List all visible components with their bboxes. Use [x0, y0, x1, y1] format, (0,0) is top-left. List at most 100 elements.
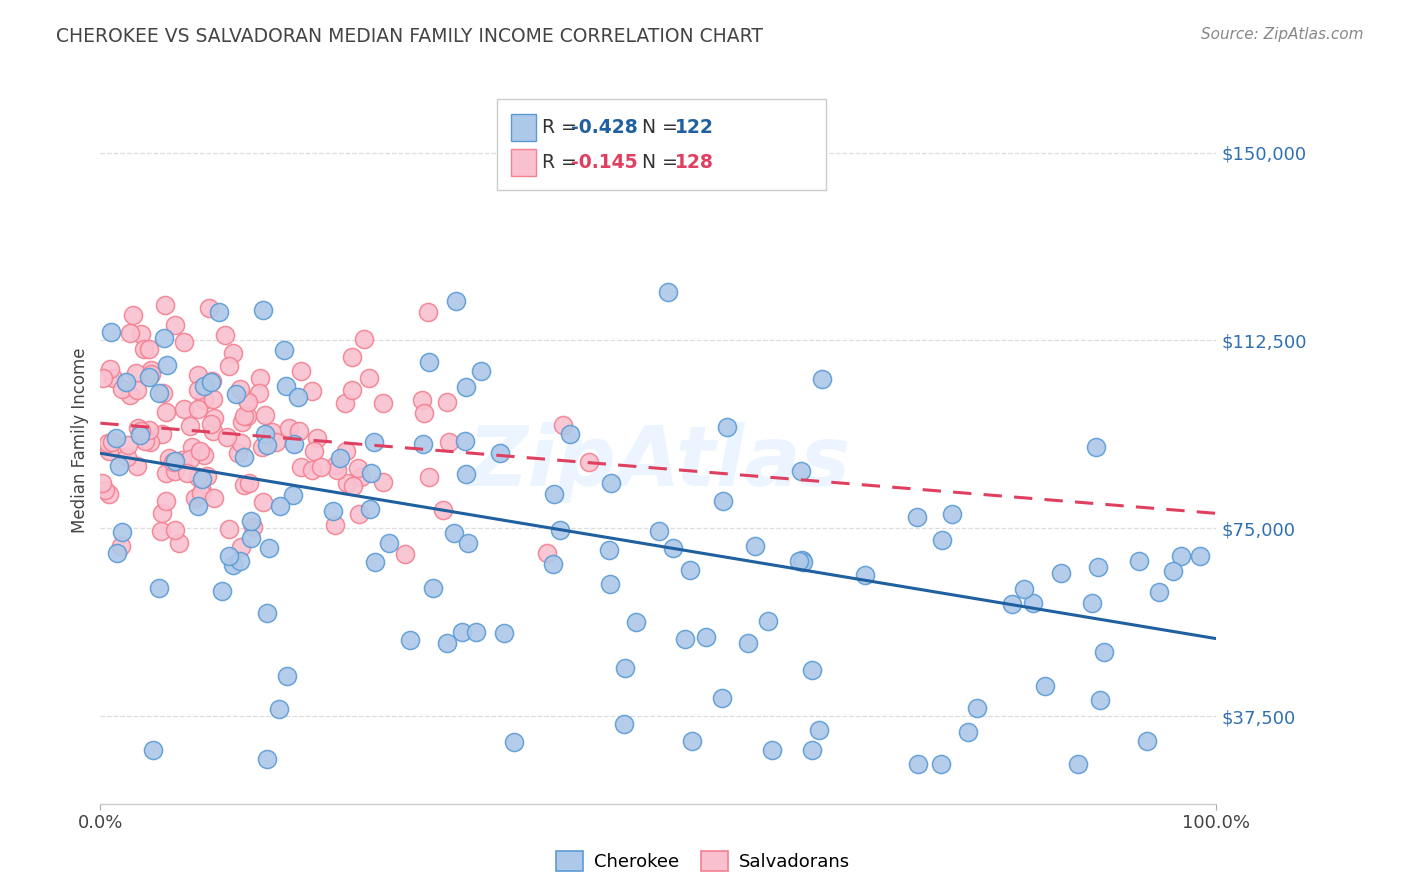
- Point: [329, 450, 352, 465]
- Point: [125, 383, 148, 397]
- Point: [200, 417, 222, 431]
- Point: [193, 393, 215, 408]
- Point: [254, 408, 277, 422]
- Point: [907, 756, 929, 771]
- Point: [790, 553, 813, 567]
- Point: [231, 540, 253, 554]
- Point: [273, 343, 295, 358]
- Point: [107, 459, 129, 474]
- Point: [201, 424, 224, 438]
- Point: [437, 435, 460, 450]
- Point: [378, 536, 401, 550]
- Point: [127, 421, 149, 435]
- Point: [657, 285, 679, 299]
- Point: [193, 379, 215, 393]
- Point: [105, 546, 128, 560]
- Point: [311, 460, 333, 475]
- Point: [111, 382, 134, 396]
- Point: [599, 576, 621, 591]
- Point: [543, 487, 565, 501]
- Point: [470, 363, 492, 377]
- Point: [301, 463, 323, 477]
- Point: [322, 504, 344, 518]
- Point: [353, 332, 375, 346]
- Point: [290, 459, 312, 474]
- Point: [187, 368, 209, 383]
- Point: [624, 615, 647, 629]
- Point: [792, 555, 814, 569]
- Point: [1161, 565, 1184, 579]
- Point: [335, 443, 357, 458]
- Point: [413, 406, 436, 420]
- Point: [155, 405, 177, 419]
- Point: [492, 625, 515, 640]
- Point: [190, 444, 212, 458]
- Point: [103, 371, 125, 385]
- Point: [165, 318, 187, 332]
- Point: [202, 410, 225, 425]
- Point: [252, 303, 274, 318]
- Point: [600, 476, 623, 491]
- Point: [138, 369, 160, 384]
- Point: [548, 523, 571, 537]
- Point: [349, 508, 371, 522]
- Point: [399, 632, 422, 647]
- Point: [373, 475, 395, 489]
- Text: ZipAtlas: ZipAtlas: [467, 422, 849, 503]
- Point: [681, 734, 703, 748]
- Point: [120, 326, 142, 340]
- Point: [218, 359, 240, 373]
- Text: R =: R =: [543, 153, 583, 172]
- Point: [323, 518, 346, 533]
- Point: [342, 351, 364, 365]
- Point: [1012, 582, 1035, 596]
- Point: [202, 491, 225, 506]
- Point: [359, 502, 381, 516]
- Point: [91, 371, 114, 385]
- Point: [454, 434, 477, 449]
- Point: [173, 335, 195, 350]
- Point: [115, 450, 138, 464]
- Point: [163, 454, 186, 468]
- Point: [202, 392, 225, 407]
- Text: R =: R =: [543, 118, 583, 137]
- Legend: Cherokee, Salvadorans: Cherokee, Salvadorans: [548, 844, 858, 879]
- Point: [139, 434, 162, 449]
- Point: [111, 525, 134, 540]
- Point: [138, 342, 160, 356]
- Point: [756, 614, 779, 628]
- Point: [966, 701, 988, 715]
- Text: 122: 122: [675, 118, 714, 137]
- Point: [416, 305, 439, 319]
- Point: [260, 425, 283, 440]
- Point: [418, 355, 440, 369]
- Text: -0.428: -0.428: [571, 118, 638, 137]
- Point: [153, 298, 176, 312]
- Point: [929, 756, 952, 771]
- Point: [931, 533, 953, 547]
- Point: [787, 554, 810, 568]
- Point: [287, 424, 309, 438]
- Text: CHEROKEE VS SALVADORAN MEDIAN FAMILY INCOME CORRELATION CHART: CHEROKEE VS SALVADORAN MEDIAN FAMILY INC…: [56, 27, 763, 45]
- Point: [152, 386, 174, 401]
- Point: [148, 386, 170, 401]
- Text: N =: N =: [630, 153, 685, 172]
- Point: [465, 625, 488, 640]
- Point: [673, 632, 696, 647]
- Point: [679, 563, 702, 577]
- Point: [127, 458, 149, 473]
- Point: [1021, 596, 1043, 610]
- Point: [187, 384, 209, 398]
- Point: [276, 669, 298, 683]
- Point: [503, 735, 526, 749]
- Point: [276, 379, 298, 393]
- Point: [489, 446, 512, 460]
- Point: [359, 371, 381, 385]
- Point: [446, 293, 468, 308]
- Point: [256, 437, 278, 451]
- Point: [325, 458, 347, 472]
- Point: [336, 476, 359, 491]
- Point: [1092, 645, 1115, 659]
- Point: [1067, 756, 1090, 771]
- Point: [800, 743, 823, 757]
